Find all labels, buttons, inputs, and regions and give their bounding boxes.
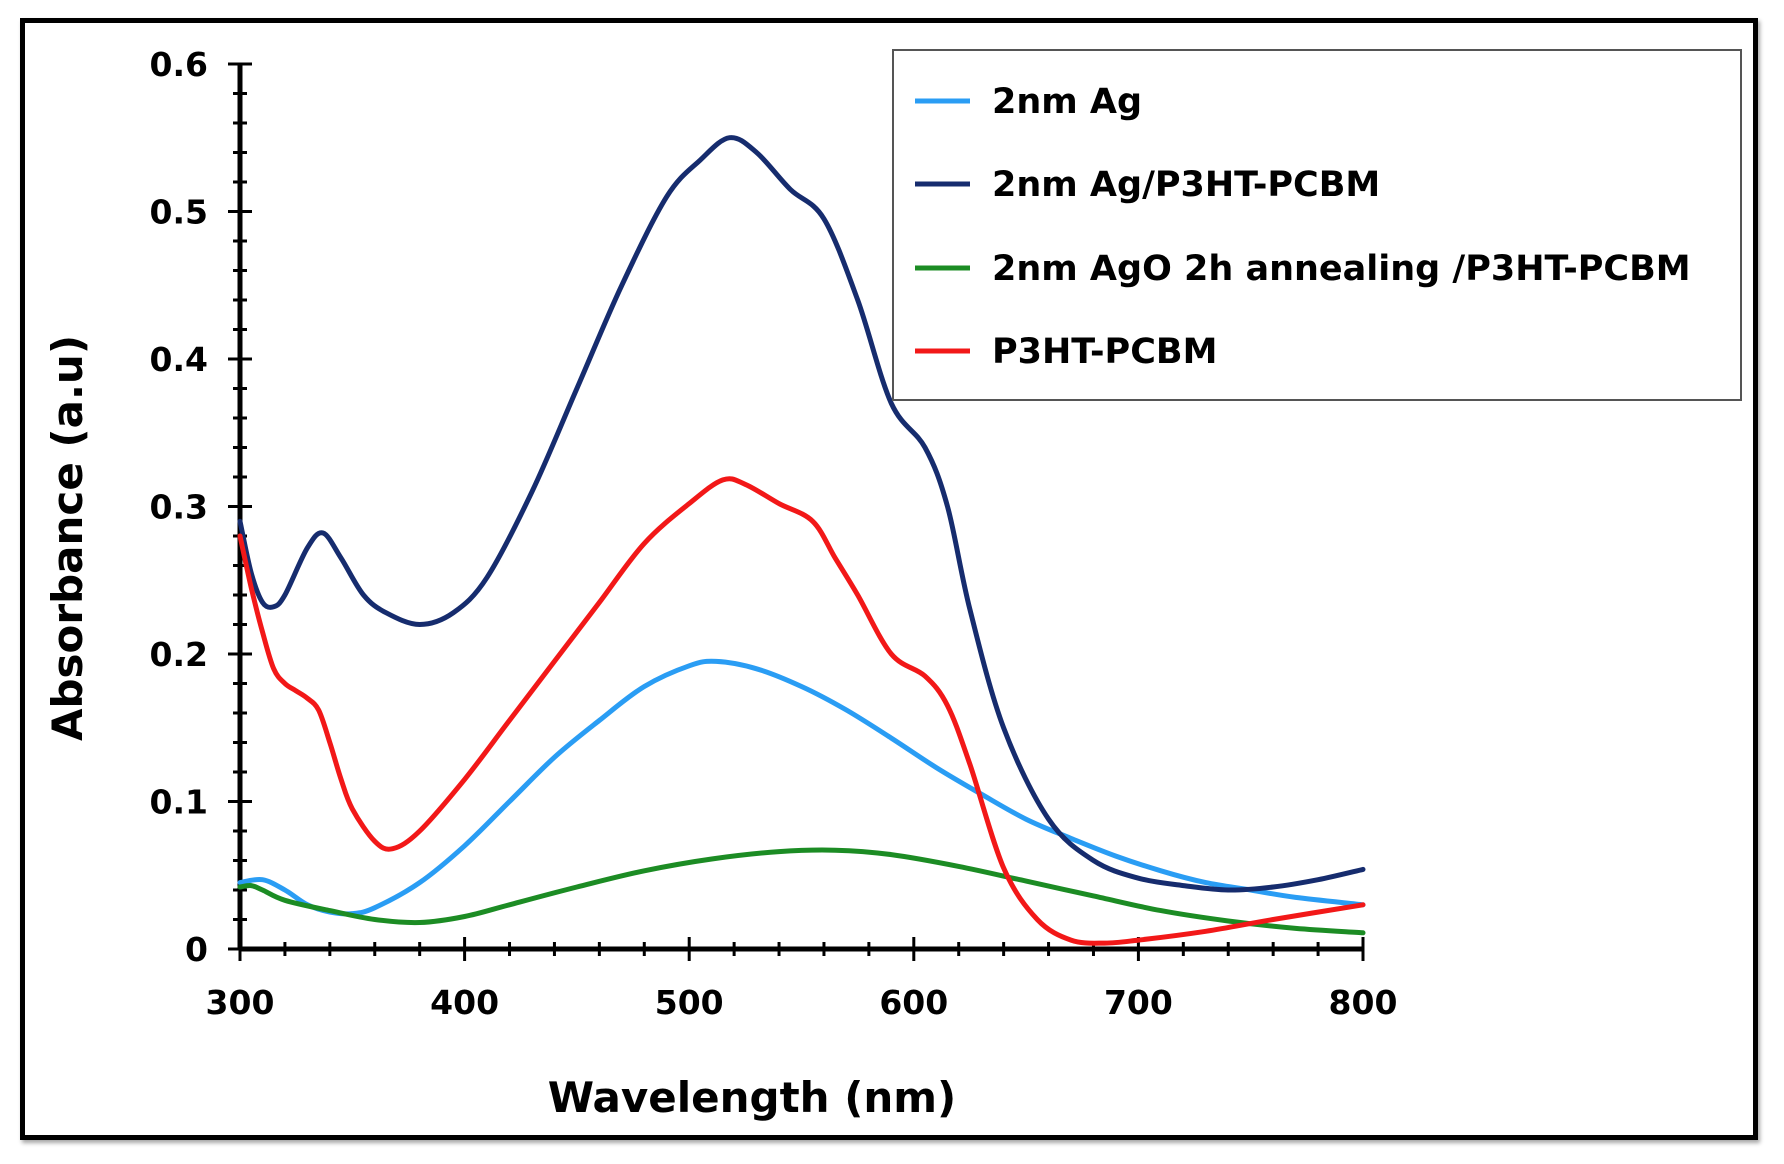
series-line-p3ht-pcbm (237, 476, 1366, 946)
y-tick-label: 0.1 (150, 783, 208, 822)
series-lines (237, 135, 1366, 946)
y-tick-label: 0.3 (150, 488, 208, 527)
x-tick-label: 300 (206, 983, 275, 1022)
legend-label-2nm-ag: 2nm Ag (992, 82, 1142, 122)
legend-items: 2nm Ag 2nm Ag/P3HT-PCBM 2nm AgO 2h anneali… (915, 82, 1691, 372)
series-line-2nm-ag (237, 658, 1366, 917)
chart-frame (20, 18, 1758, 1140)
y-tick-label: 0.5 (150, 193, 208, 232)
y-tick-label: 0.6 (150, 45, 208, 84)
legend: 2nm Ag 2nm Ag/P3HT-PCBM 2nm AgO 2h anneali… (892, 49, 1742, 401)
ticks: 0 0.1 0.2 0.3 0.4 0.5 0.6 300 400 500 600 700 800 (150, 45, 1398, 1022)
legend-label-2nm-ag-p3ht-pcbm: 2nm Ag/P3HT-PCBM (992, 165, 1380, 205)
y-tick-label: 0.2 (150, 635, 208, 674)
y-tick-label: 0 (185, 930, 208, 969)
x-tick-label: 400 (430, 983, 499, 1022)
x-tick-label: 800 (1329, 983, 1398, 1022)
y-tick-label: 0.4 (150, 340, 208, 379)
x-tick-label: 700 (1104, 983, 1173, 1022)
legend-label-p3ht-pcbm: P3HT-PCBM (992, 332, 1217, 372)
y-axis-title: Absorbance (a.u) (43, 335, 92, 741)
x-tick-label: 500 (655, 983, 724, 1022)
legend-label-2nm-ago-2h-annealing-p3ht-pcbm: 2nm AgO 2h annealing /P3HT-PCBM (992, 249, 1691, 289)
series-line-2nm-ag-p3ht-pcbm (237, 135, 1366, 893)
x-axis-title: Wavelength (nm) (548, 1073, 957, 1122)
x-tick-label: 600 (879, 983, 948, 1022)
series-line-2nm-ago-2h-annealing-p3ht-pcbm (237, 847, 1366, 936)
legend-box (892, 49, 1742, 401)
